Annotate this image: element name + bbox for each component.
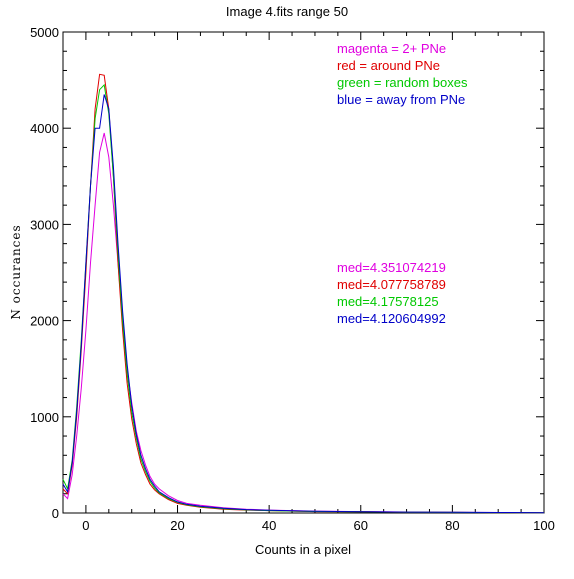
y-axis-label: N occurances (9, 224, 23, 319)
x-tick-label: 20 (170, 518, 184, 533)
x-axis-label: Counts in a pixel (255, 542, 351, 557)
chart-title: Image 4.fits range 50 (226, 4, 348, 19)
x-tick-label: 100 (533, 518, 555, 533)
series-line-0 (62, 132, 545, 514)
median-annotation: med=4.351074219 (337, 260, 446, 275)
median-annotations: med=4.351074219 med=4.077758789 med=4.1757… (337, 260, 446, 326)
median-annotation: med=4.077758789 (337, 277, 446, 292)
series-lines (62, 73, 545, 514)
median-annotation: med=4.17578125 (337, 294, 439, 309)
x-tick-label: 60 (354, 518, 368, 533)
y-tick-label: 4000 (30, 121, 59, 136)
x-axis: 0 20 40 60 80 100 (82, 32, 555, 533)
legend-entry: magenta = 2+ PNe (337, 41, 446, 56)
x-tick-label: 80 (445, 518, 459, 533)
x-tick-label: 0 (82, 518, 89, 533)
legend: magenta = 2+ PNe red = around PNe green = … (337, 41, 468, 107)
legend-entry: green = random boxes (337, 75, 468, 90)
series-line-3 (62, 94, 545, 514)
y-tick-label: 5000 (30, 25, 59, 40)
y-axis: 0 1000 2000 3000 4000 5000 (30, 25, 544, 521)
y-tick-label: 0 (52, 506, 59, 521)
series-line-1 (62, 73, 545, 514)
legend-entry: blue = away from PNe (337, 92, 465, 107)
y-tick-label: 2000 (30, 314, 59, 329)
y-tick-label: 3000 (30, 217, 59, 232)
median-annotation: med=4.120604992 (337, 311, 446, 326)
legend-entry: red = around PNe (337, 58, 440, 73)
series-line-2 (62, 83, 545, 514)
plot-frame (62, 31, 545, 514)
x-tick-label: 40 (262, 518, 276, 533)
y-tick-label: 1000 (30, 410, 59, 425)
